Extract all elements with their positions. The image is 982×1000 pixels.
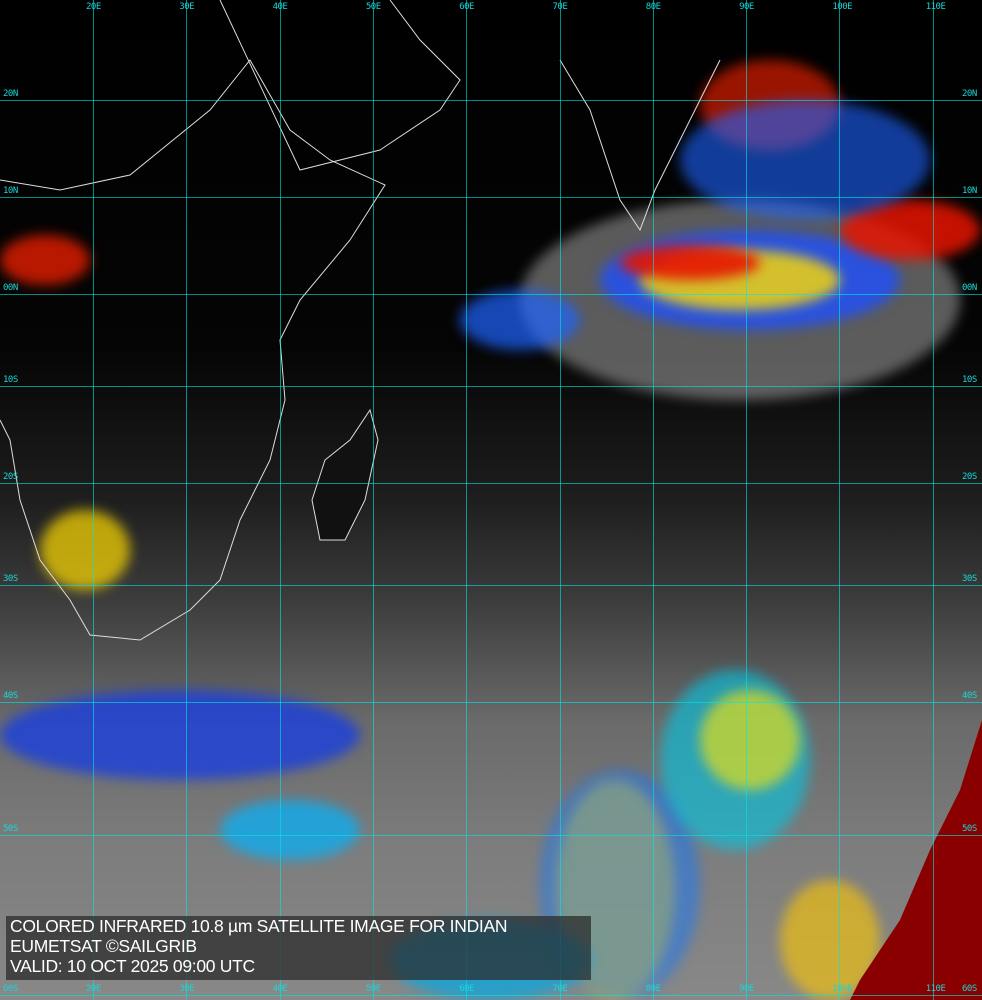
parallel-line xyxy=(0,386,982,387)
caption-title: COLORED INFRARED 10.8 µm SATELLITE IMAGE… xyxy=(10,916,508,936)
latitude-label: 10N xyxy=(3,186,18,196)
image-caption: COLORED INFRARED 10.8 µm SATELLITE IMAGE… xyxy=(6,916,591,980)
india-coastline xyxy=(559,59,721,232)
latitude-label: 00N xyxy=(962,283,977,293)
longitude-label: 90E xyxy=(739,2,754,12)
longitude-label: 90E xyxy=(739,984,754,994)
meridian-line xyxy=(652,0,654,1000)
australia-edge xyxy=(850,720,982,1000)
longitude-label: 60E xyxy=(459,984,474,994)
parallel-line xyxy=(0,995,982,996)
latitude-label: 60S xyxy=(3,984,18,994)
latitude-label: 10N xyxy=(962,186,977,196)
caption-source: EUMETSAT ©SAILGRIB xyxy=(10,936,197,956)
caption-valid-time: VALID: 10 OCT 2025 09:00 UTC xyxy=(10,956,255,976)
meridian-line xyxy=(93,0,94,1000)
parallel-line xyxy=(0,702,982,703)
cloud-patch xyxy=(700,690,800,790)
meridian-line xyxy=(372,0,374,1000)
longitude-label: 40E xyxy=(272,2,288,12)
africa-coastline xyxy=(0,59,386,641)
madagascar-coastline xyxy=(311,408,379,541)
latitude-label: 40S xyxy=(3,691,18,701)
latitude-label: 60S xyxy=(962,984,977,994)
longitude-label: 80E xyxy=(645,984,661,994)
latitude-label: 30S xyxy=(3,574,18,584)
latitude-label: 20S xyxy=(962,472,977,482)
cloud-patch xyxy=(40,510,130,590)
parallel-line xyxy=(0,197,982,198)
meridian-line xyxy=(746,0,748,1000)
cloud-patch xyxy=(620,245,760,280)
meridian-line xyxy=(839,0,841,1000)
cloud-patch xyxy=(0,690,360,780)
latitude-label: 50S xyxy=(3,824,18,834)
meridian-line xyxy=(186,0,188,1000)
parallel-line xyxy=(0,100,982,101)
longitude-label: 100E xyxy=(832,984,853,994)
latitude-label: 00N xyxy=(3,283,18,293)
cloud-patch xyxy=(680,100,930,220)
longitude-label: 30E xyxy=(179,984,195,994)
meridian-line xyxy=(279,0,281,1000)
parallel-line xyxy=(0,835,982,836)
longitude-label: 50E xyxy=(365,984,381,994)
longitude-label: 110E xyxy=(925,2,946,12)
meridian-line xyxy=(932,0,934,1000)
longitude-label: 110E xyxy=(925,984,946,994)
latitude-label: 10S xyxy=(962,375,977,385)
latitude-label: 20N xyxy=(3,89,18,99)
latitude-label: 40S xyxy=(962,691,977,701)
longitude-label: 50E xyxy=(365,2,381,12)
latitude-label: 30S xyxy=(962,574,977,584)
longitude-label: 70E xyxy=(552,2,568,12)
cloud-patch xyxy=(220,800,360,860)
latitude-label: 10S xyxy=(3,375,18,385)
longitude-label: 100E xyxy=(832,2,853,12)
latitude-label: 20N xyxy=(962,89,977,99)
longitude-label: 20E xyxy=(86,2,101,12)
cloud-patch xyxy=(0,235,90,285)
parallel-line xyxy=(0,483,982,484)
longitude-label: 70E xyxy=(552,984,568,994)
meridian-line xyxy=(466,0,468,1000)
longitude-label: 60E xyxy=(459,2,474,12)
longitude-label: 20E xyxy=(86,984,101,994)
meridian-line xyxy=(559,0,561,1000)
longitude-label: 80E xyxy=(645,2,661,12)
arabia-coastline xyxy=(219,0,461,171)
parallel-line xyxy=(0,294,982,295)
latitude-label: 50S xyxy=(962,824,977,834)
parallel-line xyxy=(0,585,982,586)
longitude-label: 40E xyxy=(272,984,288,994)
longitude-label: 30E xyxy=(179,2,195,12)
latitude-label: 20S xyxy=(3,472,18,482)
